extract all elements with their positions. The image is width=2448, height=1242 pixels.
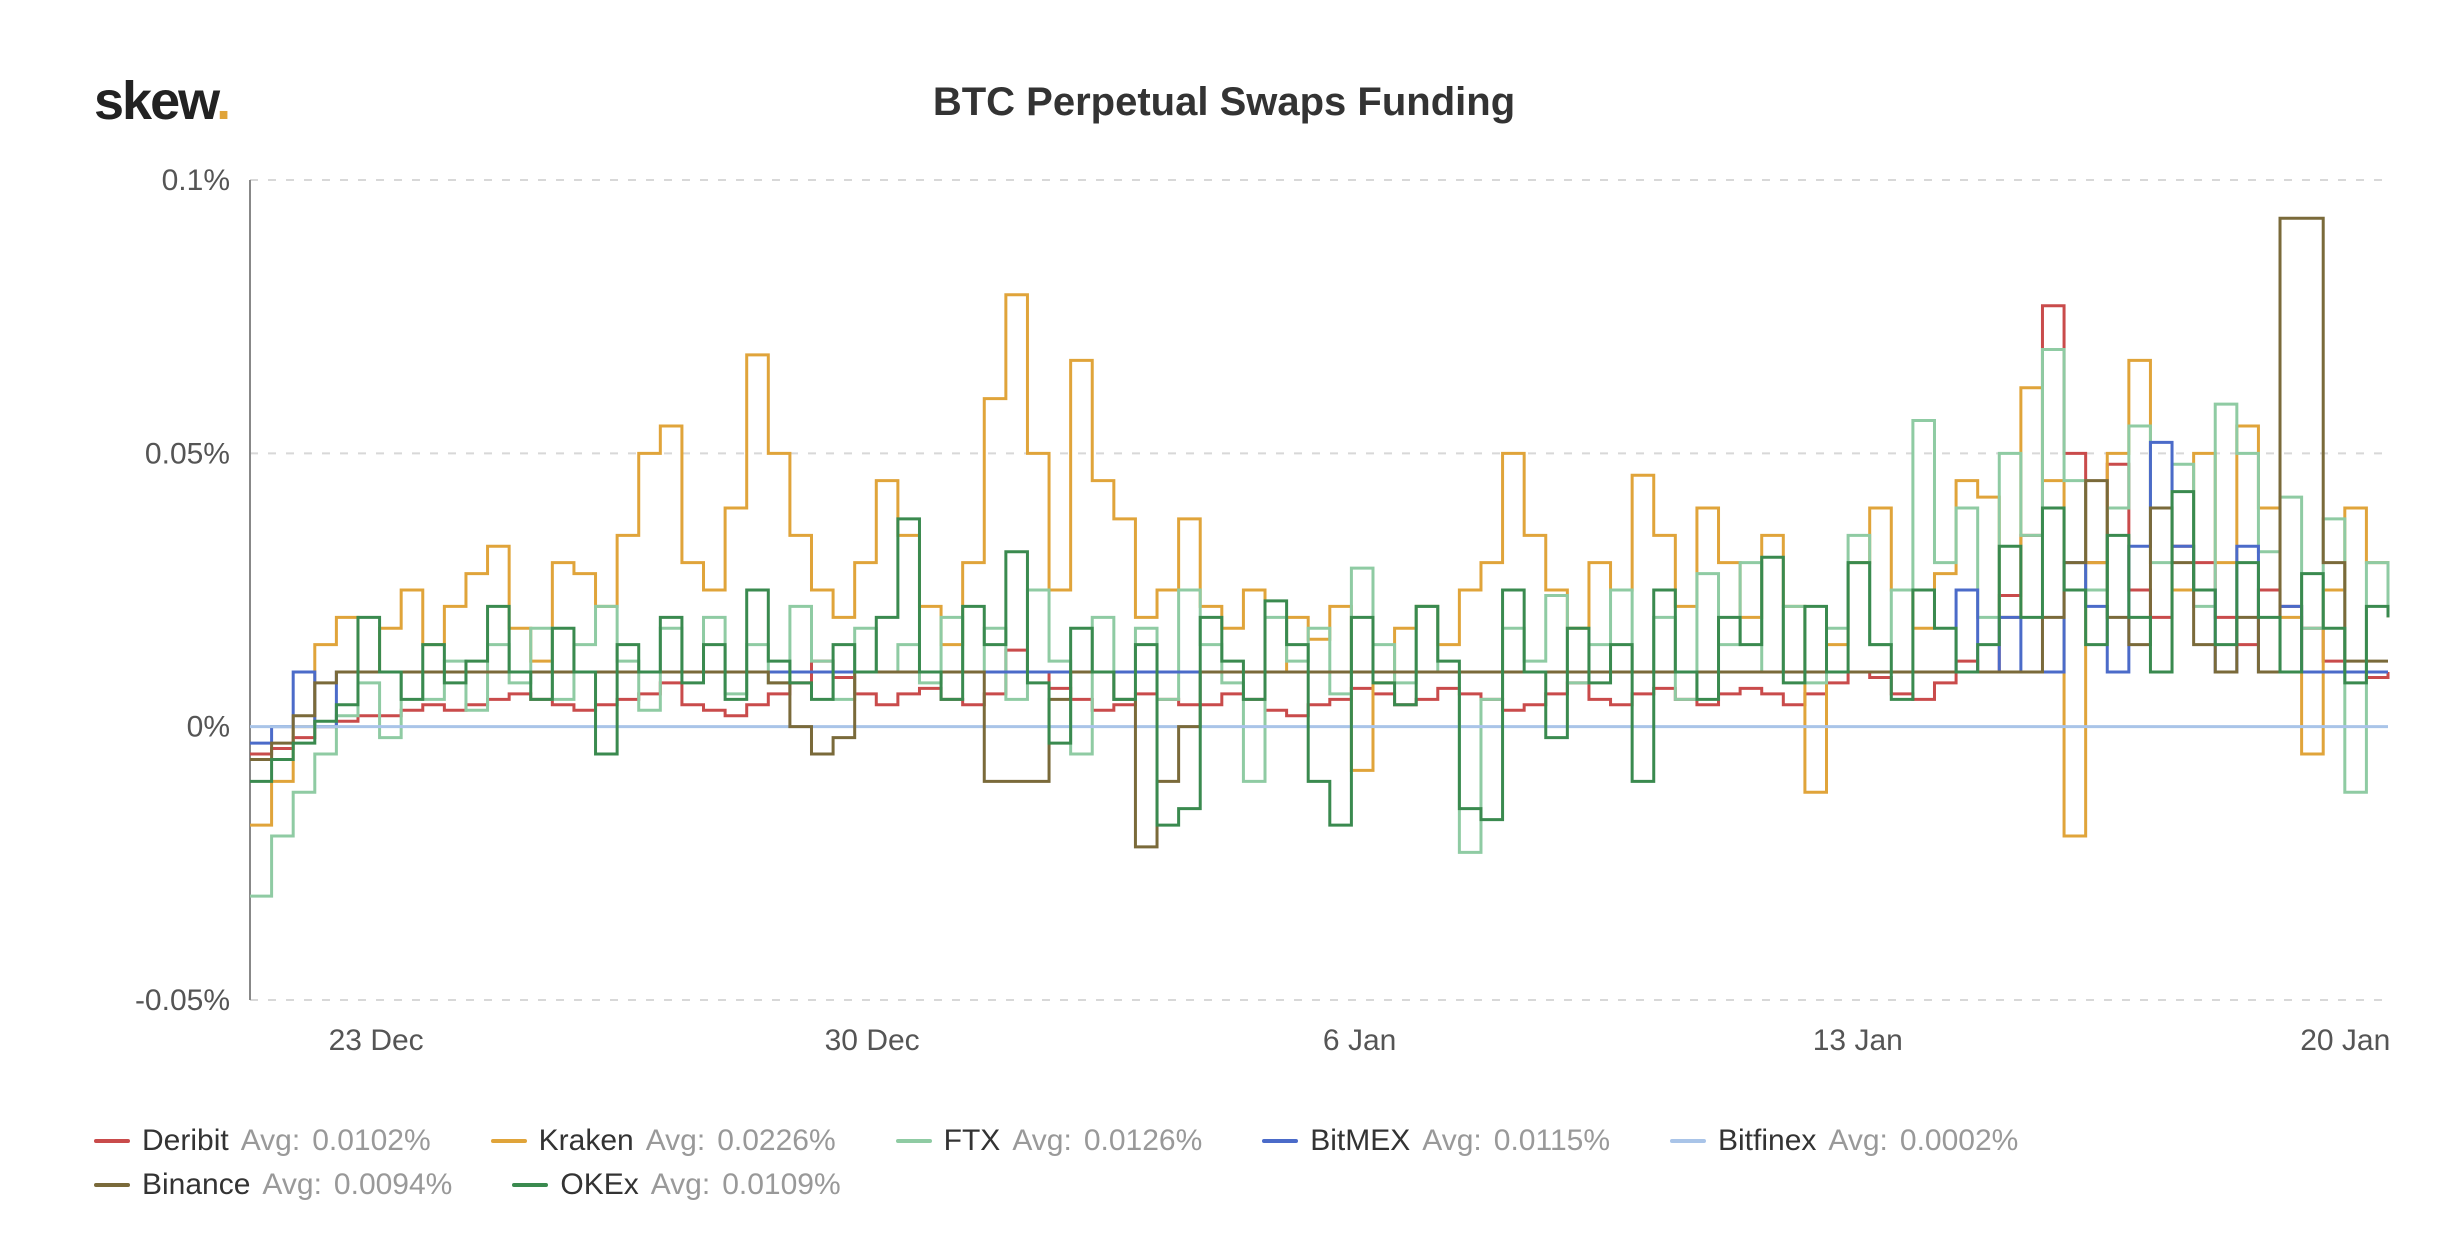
legend-swatch — [94, 1183, 130, 1187]
svg-text:30 Dec: 30 Dec — [825, 1024, 920, 1057]
legend-avg-label: Avg: — [651, 1168, 711, 1202]
chart-legend: DeribitAvg:0.0102%KrakenAvg:0.0226%FTXAv… — [94, 1124, 2388, 1202]
legend-name: Deribit — [142, 1124, 229, 1158]
svg-text:0.1%: 0.1% — [162, 164, 230, 197]
legend-item-ftx[interactable]: FTX Avg: 0.0126% — [896, 1124, 1203, 1158]
legend-avg-value: 0.0102% — [312, 1124, 430, 1158]
svg-text:-0.05%: -0.05% — [135, 984, 230, 1017]
legend-item-okex[interactable]: OKEx Avg: 0.0109% — [512, 1168, 840, 1202]
svg-text:6 Jan: 6 Jan — [1323, 1024, 1396, 1057]
chart-plot: -0.05% 0% 0.05% 0.1% 23 Dec 30 Dec 6 Jan 13 Jan… — [0, 0, 2448, 1242]
series-kraken — [250, 295, 2388, 836]
legend-swatch — [1262, 1139, 1298, 1143]
legend-avg-label: Avg: — [262, 1168, 322, 1202]
legend-name: FTX — [944, 1124, 1001, 1158]
legend-item-bitmex[interactable]: BitMEX Avg: 0.0115% — [1262, 1124, 1610, 1158]
legend-item-deribit[interactable]: Deribit Avg: 0.0102% — [94, 1124, 431, 1158]
legend-item-bitfinex[interactable]: Bitfinex Avg: 0.0002% — [1670, 1124, 2018, 1158]
legend-name: OKEx — [560, 1168, 638, 1202]
legend-swatch — [896, 1139, 932, 1143]
chart-container: skew. BTC Perpetual Swaps Funding -0.05%… — [0, 0, 2448, 1242]
svg-text:13 Jan: 13 Jan — [1813, 1024, 1903, 1057]
legend-avg-label: Avg: — [646, 1124, 706, 1158]
svg-text:0.05%: 0.05% — [145, 437, 230, 470]
legend-avg-value: 0.0094% — [334, 1168, 452, 1202]
legend-swatch — [94, 1139, 130, 1143]
legend-name: Kraken — [539, 1124, 634, 1158]
legend-item-binance[interactable]: Binance Avg: 0.0094% — [94, 1168, 452, 1202]
svg-text:20 Jan: 20 Jan — [2300, 1024, 2390, 1057]
legend-name: Binance — [142, 1168, 250, 1202]
legend-swatch — [512, 1183, 548, 1187]
legend-avg-label: Avg: — [1828, 1124, 1888, 1158]
legend-avg-value: 0.0226% — [717, 1124, 835, 1158]
legend-avg-label: Avg: — [1012, 1124, 1072, 1158]
series-ftx — [250, 349, 2388, 896]
legend-swatch — [491, 1139, 527, 1143]
legend-name: Bitfinex — [1718, 1124, 1816, 1158]
legend-name: BitMEX — [1310, 1124, 1410, 1158]
legend-avg-value: 0.0115% — [1494, 1124, 1610, 1158]
series-deribit — [250, 306, 2388, 754]
chart-labels: -0.05% 0% 0.05% 0.1% 23 Dec 30 Dec 6 Jan 13 Jan… — [135, 164, 2390, 1057]
legend-avg-label: Avg: — [1422, 1124, 1482, 1158]
legend-swatch — [1670, 1139, 1706, 1143]
legend-item-kraken[interactable]: Kraken Avg: 0.0226% — [491, 1124, 836, 1158]
series-binance — [250, 218, 2388, 847]
series-okex — [250, 492, 2388, 825]
legend-avg-value: 0.0126% — [1084, 1124, 1202, 1158]
legend-avg-value: 0.0002% — [1900, 1124, 2018, 1158]
chart-series — [250, 218, 2388, 896]
legend-avg-value: 0.0109% — [722, 1168, 840, 1202]
legend-avg-label: Avg: — [241, 1124, 301, 1158]
svg-text:0%: 0% — [187, 711, 230, 744]
svg-text:23 Dec: 23 Dec — [329, 1024, 424, 1057]
